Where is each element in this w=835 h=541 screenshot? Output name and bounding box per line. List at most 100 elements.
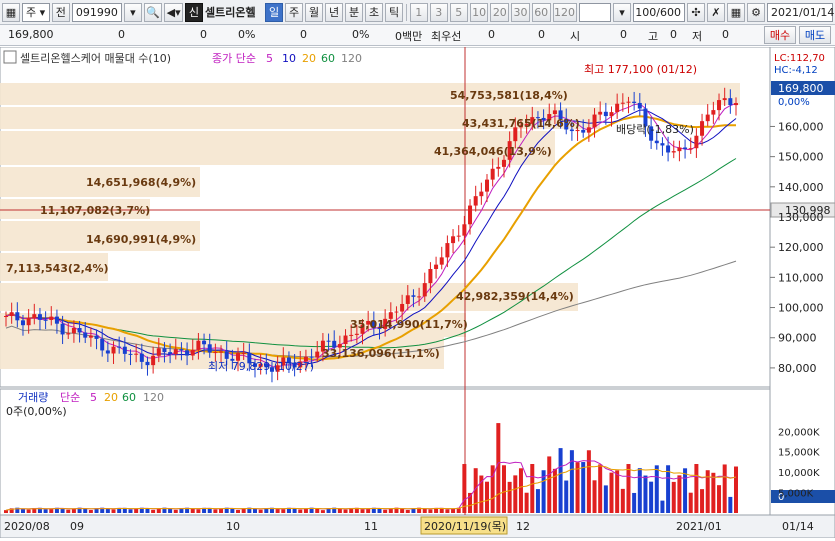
volume-bar [337,508,342,513]
candle-body [417,296,422,298]
volume-bar [643,475,648,513]
stock-chart[interactable]: 셀트리온헬스케어 매물대 수(10) 종가 단순 5 10 20 60 120 … [0,46,835,539]
period-tick[interactable]: 틱 [385,2,404,22]
code-input[interactable]: 091990 [71,2,122,22]
volume-bar [122,507,127,513]
interval-5[interactable]: 5 [449,2,468,22]
custom-interval-input[interactable] [578,2,611,22]
current-pct-label: 0,00% [778,97,810,108]
interval-60[interactable]: 60 [531,2,551,22]
panel-menu-icon[interactable] [3,50,17,64]
volume-bar [366,509,371,513]
profile-band [0,199,150,219]
candle-body [258,363,263,367]
y-tick-label: 120,000 [778,241,824,254]
ma60-line [5,158,737,349]
period-year[interactable]: 년 [325,2,344,22]
profile-label: 33,136,096(11,1%) [322,347,440,360]
candle-body [700,121,705,136]
layout-icon[interactable]: ▦ [2,2,20,22]
volume-bar [354,507,359,513]
period-second[interactable]: 초 [365,2,384,22]
profile-label: 35,014,990(11,7%) [350,318,468,331]
volume-legend-prefix: 단순 [60,391,80,404]
y-axis-panel [769,46,835,516]
volume-bar [4,510,8,513]
candle-body [552,110,557,115]
volume-bar [111,509,116,513]
volume-bar [128,509,133,513]
gear-icon[interactable]: ⚙ [747,2,765,22]
volume-bar [286,507,291,513]
volume-bar [666,465,671,513]
search-icon[interactable]: 🔍 [143,2,163,22]
volume-bar [20,508,25,513]
candle-body [501,159,506,167]
volume-bar [224,507,229,513]
interval-120[interactable]: 120 [552,2,577,22]
interval-10[interactable]: 10 [469,2,489,22]
legend-ma20: 20 [302,52,316,65]
volume-profile-labels: 54,753,581(18,4%) 43,431,765(14,6%) 41,364… [6,89,580,360]
price-legend-prefix: 종가 단순 [212,52,256,65]
crosshair-icon[interactable]: ✣ [687,2,705,22]
volume-bar [688,492,693,513]
period-minute[interactable]: 분 [345,2,364,22]
candle-body [292,362,297,368]
candle-body [202,340,207,345]
candle-body [422,283,427,297]
count-input[interactable]: 100/600 [633,2,685,22]
volume-bar [371,507,376,513]
draw-tool-icon[interactable]: ✗ [707,2,725,22]
volume-bar [485,481,490,513]
dropdown-icon[interactable]: ▾ [123,2,142,22]
volume-bar [241,508,246,513]
candle-body [626,101,631,103]
candle-body [592,114,597,128]
interval-20[interactable]: 20 [490,2,510,22]
volume-bar [445,509,450,513]
current-volume-tag [771,490,835,503]
profile-band [0,313,466,337]
volume-tick-label: 5,000K [778,489,814,500]
volume-bar [343,509,348,513]
interval-3[interactable]: 3 [429,2,448,22]
candlesticks [4,87,738,383]
market-select[interactable]: 주 ▾ [22,2,50,22]
interval-30[interactable]: 30 [511,2,530,22]
buy-button[interactable]: 매수 [764,26,796,44]
volume-bar [88,509,93,513]
volume-bar [77,507,82,513]
interval-dropdown-icon[interactable]: ▾ [613,2,631,22]
candle-body [637,102,642,109]
volume-bar [94,508,99,513]
volume-bar [298,509,303,513]
volume-bar [615,470,620,513]
chart-area[interactable]: 셀트리온헬스케어 매물대 수(10) 종가 단순 5 10 20 60 120 … [0,46,835,539]
ma10-line [5,109,737,366]
candle-body [694,135,699,149]
period-week[interactable]: 주 [285,2,304,22]
candle-body [303,356,308,362]
volume-bar [37,507,42,513]
volume-profile-bands [0,83,740,369]
volume-bar [451,508,456,513]
volume-bar [620,488,625,513]
candle-body [717,100,722,111]
interval-1[interactable]: 1 [409,2,428,22]
volume-bar [654,465,659,513]
volume-bar [168,508,173,513]
sell-button[interactable]: 매도 [799,26,831,44]
volume-tick-label: 15,000K [778,448,820,459]
grid-icon[interactable]: ▦ [727,2,745,22]
date-input[interactable]: 2021/01/14 [767,2,834,22]
candle-body [185,350,190,356]
candle-body [241,352,246,354]
candle-body [236,353,241,361]
volume-bar [230,508,235,513]
period-month[interactable]: 월 [305,2,324,22]
speaker-icon[interactable]: ◀▾ [164,2,183,22]
period-day[interactable]: 일 [265,2,284,22]
candle-body [32,314,37,319]
prev-button[interactable]: 전 [51,2,70,22]
